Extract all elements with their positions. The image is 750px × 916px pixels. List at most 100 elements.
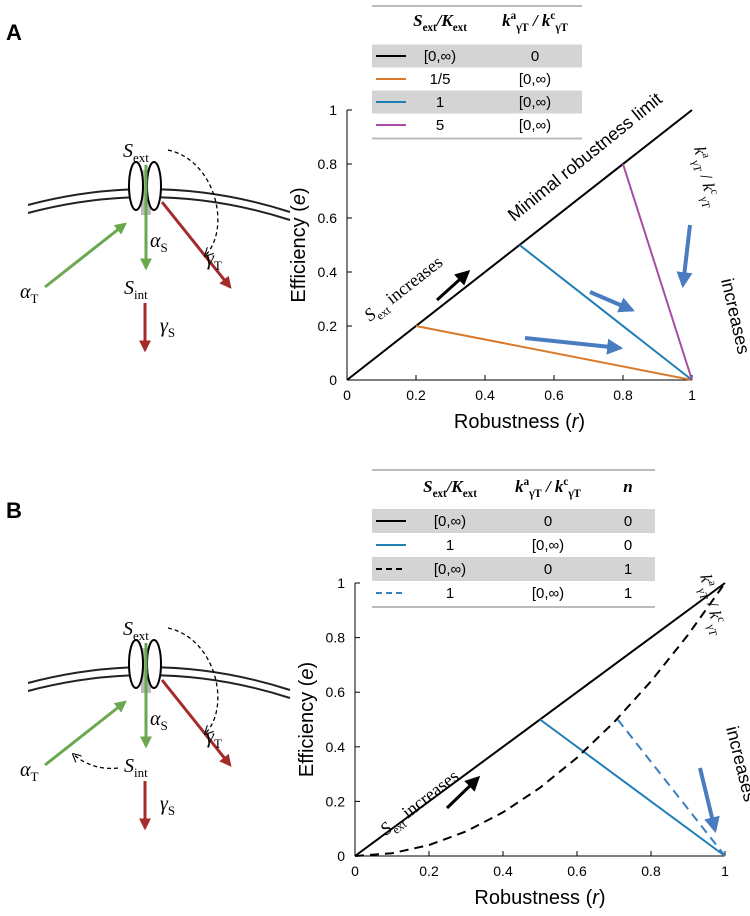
rich-text: Efficiency (e) xyxy=(288,187,310,302)
x-tick-label: 0.4 xyxy=(493,863,513,879)
rich-text: αS xyxy=(150,708,168,733)
text-part: r xyxy=(592,887,600,909)
text-part: γ xyxy=(160,793,169,815)
arrow xyxy=(676,224,693,289)
legend-cell: 1 xyxy=(624,561,632,578)
arrow xyxy=(44,700,127,767)
legend-cell: 0 xyxy=(531,48,539,65)
rich-text: Sext/Kext xyxy=(413,11,467,34)
arrow xyxy=(698,767,720,834)
text-part: a xyxy=(524,476,530,488)
table-row-shade xyxy=(372,509,655,533)
x-tick-label: 0.4 xyxy=(475,387,495,403)
text-part: ext xyxy=(453,22,467,34)
legend-cell: 1/5 xyxy=(430,71,451,88)
text-part: ) xyxy=(288,187,310,194)
arrow xyxy=(167,627,219,734)
channel xyxy=(146,161,162,211)
text-part: c xyxy=(708,188,721,196)
text-part: Efficiency ( xyxy=(296,679,318,777)
text-part: / xyxy=(696,168,717,185)
text-part: Efficiency ( xyxy=(288,205,310,303)
diagram-a xyxy=(27,149,291,353)
text-part: n xyxy=(623,477,632,496)
text-part: e xyxy=(288,194,310,205)
rich-text: kaγT / kcγT xyxy=(515,476,581,500)
series-line xyxy=(518,244,693,381)
legend-cell: 0 xyxy=(544,513,552,530)
table-row-shade xyxy=(372,44,582,68)
text-part: α xyxy=(150,230,161,252)
text-part: ext xyxy=(433,488,447,500)
text-part: increases xyxy=(722,724,750,804)
legend-cell: 0 xyxy=(624,513,632,530)
panel-label: B xyxy=(6,498,22,523)
legend-cell: [0,∞) xyxy=(519,94,551,111)
text-part: S xyxy=(161,240,168,255)
text-part: ) xyxy=(578,411,585,433)
arrow xyxy=(44,222,127,289)
text-part: a xyxy=(706,579,719,587)
rich-text: γS xyxy=(160,793,175,818)
series-line xyxy=(539,718,726,857)
y-tick-label: 0.4 xyxy=(326,739,346,755)
channel xyxy=(128,639,144,689)
text-part: S xyxy=(413,11,422,30)
x-tick-label: 0.6 xyxy=(544,387,564,403)
text-part: S xyxy=(123,618,133,640)
x-tick-label: 0.8 xyxy=(641,863,661,879)
legend-cell: 5 xyxy=(436,117,444,134)
text-part: S xyxy=(124,755,134,777)
rich-text: Robustness (r) xyxy=(454,411,585,433)
text-part: /K xyxy=(445,477,465,496)
text-part: γT xyxy=(554,22,568,34)
arrow xyxy=(524,336,624,355)
text-part: / k xyxy=(542,477,564,496)
legend-cell: [0,∞) xyxy=(434,561,466,578)
channel xyxy=(146,639,162,689)
x-tick-label: 1 xyxy=(688,387,696,403)
y-tick-label: 1 xyxy=(337,575,345,591)
arrow xyxy=(160,679,232,767)
text-part: r xyxy=(572,411,580,433)
rich-text: increases xyxy=(717,276,750,356)
text-part: ext xyxy=(423,22,437,34)
legend-cell: 1 xyxy=(624,585,632,602)
text-part: int xyxy=(134,287,148,302)
legend-cell: 1 xyxy=(446,537,454,554)
text-part: ext xyxy=(133,628,149,643)
text-part: Robustness ( xyxy=(474,887,592,909)
rich-text: Robustness (r) xyxy=(474,887,605,909)
series-line xyxy=(415,325,693,381)
text-part: γ xyxy=(206,726,215,748)
rich-text: αT xyxy=(20,281,39,306)
y-tick-label: 0.2 xyxy=(318,318,338,334)
text-part: γT xyxy=(567,488,581,500)
rich-text: increases xyxy=(722,724,750,804)
text-part: c xyxy=(550,10,555,22)
text-part: γT xyxy=(695,586,710,601)
y-tick-label: 0.4 xyxy=(318,264,338,280)
rich-text: Sext increases xyxy=(360,252,449,329)
series-line xyxy=(622,163,693,381)
legend-cell: [0,∞) xyxy=(424,48,456,65)
text-part: S xyxy=(124,277,134,299)
legend-cell: 1 xyxy=(446,585,454,602)
x-tick-label: 0.2 xyxy=(419,863,439,879)
text-part: Robustness ( xyxy=(454,411,572,433)
text-part: int xyxy=(134,765,148,780)
y-tick-label: 0.6 xyxy=(326,684,346,700)
text-part: α xyxy=(150,708,161,730)
rich-text: γT xyxy=(206,726,222,751)
text-part: / k xyxy=(529,11,551,30)
channel xyxy=(128,161,144,211)
rich-text: Sint xyxy=(124,755,148,780)
text-part: /K xyxy=(435,11,455,30)
text-part: T xyxy=(214,736,222,751)
text-part: ) xyxy=(599,887,606,909)
text-part: S xyxy=(123,140,133,162)
text-part: increases xyxy=(394,766,462,825)
arrow xyxy=(160,201,232,289)
rich-text: γS xyxy=(160,315,175,340)
text-part: T xyxy=(31,769,39,784)
